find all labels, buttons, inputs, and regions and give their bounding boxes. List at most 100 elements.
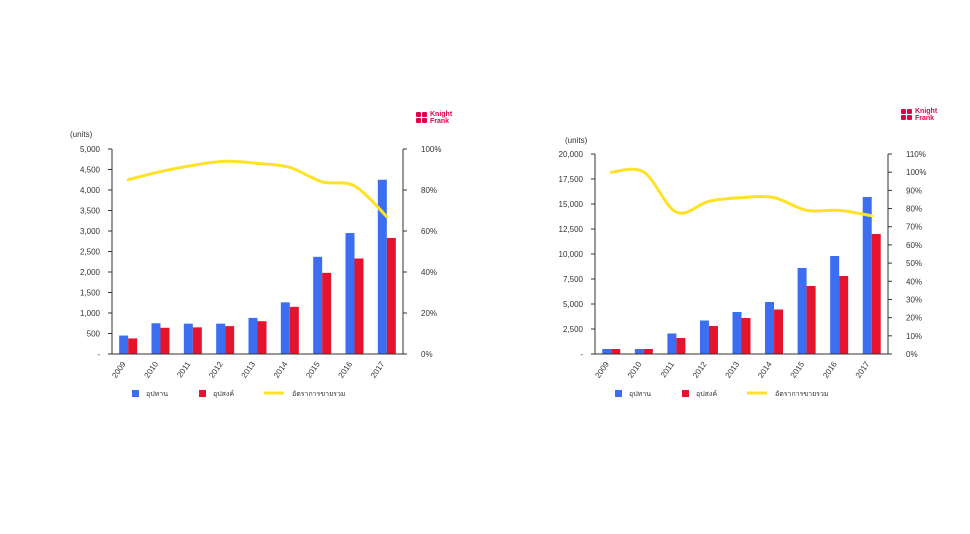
bar-supply	[119, 335, 129, 354]
bar-supply	[634, 349, 644, 354]
y-tick-label: 500	[87, 330, 101, 339]
ratio-line	[609, 167, 874, 218]
bar-demand	[611, 349, 621, 354]
y2-tick-label: 80%	[906, 205, 922, 214]
x-tick-label: 2015	[789, 360, 807, 380]
y2-tick-label: 50%	[906, 259, 922, 268]
bar-demand	[322, 272, 332, 354]
bar-supply	[216, 323, 226, 354]
x-tick-label: 2017	[854, 360, 872, 380]
y2-tick-label: 90%	[906, 186, 922, 195]
bar-demand	[643, 349, 653, 354]
bar-supply	[765, 302, 775, 354]
y-tick-label: 4,500	[80, 166, 101, 175]
y-tick-label: 10,000	[559, 250, 584, 259]
y-tick-label: 2,000	[80, 268, 101, 277]
legend-label-supply: อุปทาน	[146, 390, 168, 398]
y-tick-label: 7,500	[563, 275, 584, 284]
bar-supply	[280, 302, 290, 354]
knight-frank-logo-icon	[901, 109, 913, 121]
logo-text-line1: Knight	[915, 108, 938, 115]
bar-supply	[377, 179, 387, 354]
y2-tick-label: 0%	[906, 350, 918, 359]
y-tick-label: 4,000	[80, 186, 101, 195]
bar-demand	[871, 234, 881, 354]
bar-demand	[676, 338, 686, 354]
y2-tick-label: 0%	[421, 350, 433, 359]
bar-supply	[830, 256, 840, 354]
x-tick-label: 2016	[821, 360, 839, 380]
x-tick-label: 2015	[304, 360, 322, 380]
bar-supply	[699, 320, 709, 354]
bar-demand	[774, 309, 784, 354]
bar-supply	[732, 312, 742, 354]
y-tick-label: 5,000	[563, 300, 584, 309]
units-label: (units)	[70, 130, 93, 139]
legend-label-demand: อุปสงค์	[696, 390, 717, 398]
bar-supply	[797, 268, 807, 354]
y-tick-label: 2,500	[80, 248, 101, 257]
bar-demand	[741, 318, 751, 354]
y-tick-label: 5,000	[80, 145, 101, 154]
y-tick-label: 15,000	[559, 200, 584, 209]
y2-tick-label: 110%	[906, 150, 926, 159]
y2-tick-label: 20%	[906, 314, 922, 323]
bar-supply	[602, 349, 612, 354]
y-tick-label: 3,000	[80, 227, 101, 236]
bar-demand	[354, 258, 364, 354]
y2-tick-label: 60%	[906, 241, 922, 250]
x-tick-label: 2012	[691, 360, 709, 380]
bar-demand	[289, 306, 299, 354]
x-tick-label: 2009	[593, 360, 611, 380]
legend-swatch-demand	[199, 390, 206, 397]
legend-label-ratio: อัตราการขายรวม	[292, 390, 346, 398]
logo-text-line2: Frank	[430, 118, 450, 125]
bar-supply	[151, 323, 161, 354]
y-tick-label: 3,500	[80, 207, 101, 216]
ratio-line	[126, 159, 389, 219]
chart-left-svg: (units) - 500 1,000 1,500 2,000 2,500 3,000 3,50…	[70, 130, 441, 398]
legend-label-ratio: อัตราการขายรวม	[775, 390, 829, 398]
y-tick-label: -	[97, 350, 100, 359]
x-tick-label: 2013	[724, 360, 742, 380]
legend-swatch-supply	[615, 390, 622, 397]
bar-demand	[806, 286, 816, 354]
bar-demand	[257, 321, 267, 354]
x-tick-label: 2014	[756, 360, 774, 380]
y-tick-label: -	[580, 350, 583, 359]
logo-text-line1: Knight	[430, 111, 453, 118]
y2-tick-label: 70%	[906, 223, 922, 232]
knight-frank-logo: Knight Frank	[416, 111, 452, 125]
chart-panel-left: Knight Frank (units) - 500 1,000 1,500 2,000 2…	[70, 111, 452, 398]
y-tick-label: 20,000	[559, 150, 584, 159]
bar-supply	[345, 233, 355, 354]
y2-tick-label: 30%	[906, 295, 922, 304]
knight-frank-logo-icon	[416, 112, 428, 124]
bar-demand	[160, 327, 170, 354]
bar-demand	[192, 327, 202, 354]
y-tick-label: 17,500	[559, 175, 584, 184]
y-tick-label: 12,500	[559, 225, 584, 234]
logo-text-line2: Frank	[915, 115, 935, 122]
y2-tick-label: 10%	[906, 332, 922, 341]
knight-frank-logo: Knight Frank	[901, 108, 937, 122]
x-tick-label: 2013	[240, 360, 258, 380]
y-tick-label: 1,500	[80, 289, 101, 298]
legend-swatch-supply	[132, 390, 139, 397]
bar-demand	[386, 237, 396, 354]
x-tick-label: 2009	[110, 360, 128, 380]
bar-supply	[667, 333, 677, 354]
bar-supply	[183, 323, 193, 354]
x-tick-label: 2010	[626, 360, 644, 380]
y2-tick-label: 100%	[421, 145, 441, 154]
y-tick-label: 1,000	[80, 309, 101, 318]
y-tick-label: 2,500	[563, 325, 584, 334]
legend-label-supply: อุปทาน	[629, 390, 651, 398]
legend-swatch-demand	[682, 390, 689, 397]
y2-tick-label: 40%	[421, 268, 437, 277]
bar-demand	[708, 326, 718, 354]
x-tick-label: 2016	[337, 360, 355, 380]
chart-right-svg: (units) - 2,500 5,000 7,500 10,000 12,500 15,00…	[559, 136, 927, 398]
bar-demand	[225, 326, 235, 354]
bar-demand	[839, 276, 849, 354]
